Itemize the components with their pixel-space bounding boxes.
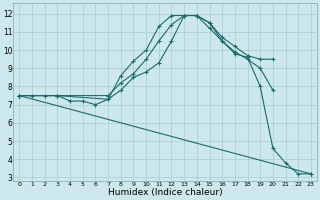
X-axis label: Humidex (Indice chaleur): Humidex (Indice chaleur) [108,188,222,197]
